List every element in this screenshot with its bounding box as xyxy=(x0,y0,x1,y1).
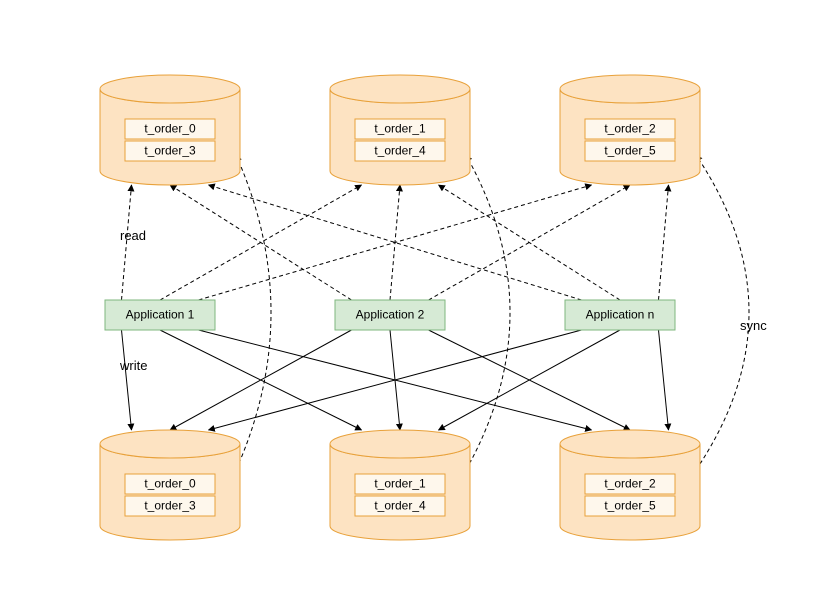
edge-write xyxy=(170,330,352,430)
node-layer: t_order_0t_order_3t_order_1t_order_4t_or… xyxy=(100,75,767,540)
database-top-1: t_order_1 t_order_4 xyxy=(330,75,470,185)
database-bottom-0: t_order_0 t_order_3 xyxy=(100,430,240,540)
db-table-label: t_order_4 xyxy=(374,144,426,158)
edge-read xyxy=(659,185,669,300)
label-write: write xyxy=(119,358,147,373)
edge-read xyxy=(170,185,352,300)
db-table-label: t_order_1 xyxy=(374,477,426,491)
edge-read xyxy=(439,185,621,300)
application-2: Application n xyxy=(565,300,675,330)
edge-write xyxy=(439,330,621,430)
database-bottom-1: t_order_1 t_order_4 xyxy=(330,430,470,540)
db-table-label: t_order_3 xyxy=(144,499,196,513)
db-table-label: t_order_2 xyxy=(604,477,656,491)
diagram-canvas: t_order_0t_order_3t_order_1t_order_4t_or… xyxy=(0,0,840,603)
application-0: Application 1 xyxy=(105,300,215,330)
edge-sync xyxy=(466,155,510,470)
db-table-label: t_order_5 xyxy=(604,499,656,513)
application-label: Application 1 xyxy=(126,308,195,322)
application-1: Application 2 xyxy=(335,300,445,330)
label-read: read xyxy=(120,228,146,243)
application-label: Application 2 xyxy=(356,308,425,322)
database-top-0: t_order_0 t_order_3 xyxy=(100,75,240,185)
edge-write xyxy=(659,330,669,430)
db-table-label: t_order_5 xyxy=(604,144,656,158)
database-top-2: t_order_2 t_order_5 xyxy=(560,75,700,185)
edge-write xyxy=(122,330,132,430)
label-sync: sync xyxy=(740,318,767,333)
db-table-label: t_order_1 xyxy=(374,122,426,136)
db-table-label: t_order_4 xyxy=(374,499,426,513)
db-table-label: t_order_3 xyxy=(144,144,196,158)
db-table-label: t_order_0 xyxy=(144,477,196,491)
db-table-label: t_order_0 xyxy=(144,122,196,136)
application-label: Application n xyxy=(586,308,655,322)
edge-read xyxy=(390,185,400,300)
db-table-label: t_order_2 xyxy=(604,122,656,136)
database-bottom-2: t_order_2 t_order_5 xyxy=(560,430,700,540)
edge-sync xyxy=(696,155,749,470)
